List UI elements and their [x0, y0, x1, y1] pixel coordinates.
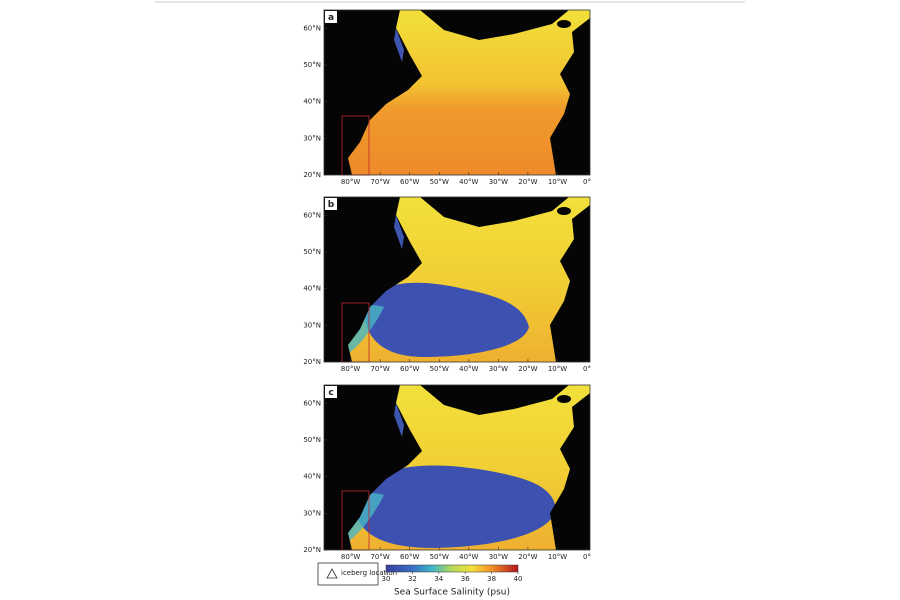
lon-tick-label: 30°W: [489, 553, 508, 561]
lat-tick-label: 40°N: [303, 98, 321, 106]
lon-tick-label: 50°W: [430, 178, 449, 186]
lat-tick-label: 30°N: [303, 509, 321, 517]
colorbar-tick-label: 34: [434, 575, 443, 583]
lon-tick-label: 80°W: [341, 553, 360, 561]
lat-tick-label: 40°N: [303, 473, 321, 481]
fresh-water: [354, 465, 556, 548]
panels: a 20°N 30°N 40°N 50°N 60°N 80°W 70°W 60°W 50°W 40°…: [303, 9, 591, 561]
lon-tick-label: 20°W: [518, 178, 537, 186]
panel-label: c: [328, 388, 333, 398]
lon-tick-label: 60°W: [400, 178, 419, 186]
colorbar-tick-label: 36: [461, 575, 470, 583]
legend-label: iceberg location: [341, 569, 397, 577]
lat-tick-label: 60°N: [303, 24, 321, 32]
panel-label: b: [328, 200, 335, 210]
lat-tick-label: 50°N: [303, 248, 321, 256]
lon-tick-label: 30°W: [489, 365, 508, 373]
lon-tick-label: 30°W: [489, 178, 508, 186]
colorbar: Sea Surface Salinity (psu) 30 32 34 36 38 40: [382, 564, 523, 598]
colorbar-label: Sea Surface Salinity (psu): [394, 588, 510, 598]
lon-tick-label: 60°W: [400, 553, 419, 561]
lon-tick-label: 0°: [583, 553, 591, 561]
lat-tick-label: 20°N: [303, 171, 321, 179]
legend: iceberg location: [317, 562, 397, 586]
lon-tick-label: 50°W: [430, 553, 449, 561]
lon-tick-label: 60°W: [400, 365, 419, 373]
lat-tick-label: 50°N: [303, 436, 321, 444]
lon-tick-label: 80°W: [341, 178, 360, 186]
frame: [323, 9, 591, 176]
fresh-water: [364, 282, 529, 357]
panel-label-box: [325, 386, 337, 398]
colorbar-tick-label: 40: [514, 575, 523, 583]
panel-label: a: [328, 13, 334, 23]
colorbar-ramp: [385, 564, 519, 573]
lon-tick-label: 40°W: [459, 365, 478, 373]
lon-tick-label: 10°W: [548, 553, 567, 561]
lon-tick-label: 50°W: [430, 365, 449, 373]
map-panel: a 20°N 30°N 40°N 50°N 60°N 80°W 70°W 60°W 50°W 40°…: [303, 9, 591, 186]
lat-tick-label: 30°N: [303, 134, 321, 142]
lon-tick-label: 70°W: [370, 553, 389, 561]
lon-tick-label: 70°W: [370, 365, 389, 373]
frame: [323, 196, 591, 363]
lon-tick-label: 10°W: [548, 178, 567, 186]
legend-box: [317, 562, 379, 586]
frame: [323, 384, 591, 551]
lat-tick-label: 40°N: [303, 285, 321, 293]
lon-tick-label: 70°W: [370, 178, 389, 186]
lat-tick-label: 50°N: [303, 61, 321, 69]
lon-tick-label: 20°W: [518, 365, 537, 373]
lat-tick-label: 20°N: [303, 358, 321, 366]
colorbar-tick-label: 32: [408, 575, 417, 583]
map-panel: c 20°N 30°N 40°N 50°N 60°N 80°W 70°W 60°W 50°W 40°…: [303, 384, 591, 561]
lon-tick-label: 20°W: [518, 553, 537, 561]
lon-tick-label: 40°W: [459, 178, 478, 186]
lon-tick-label: 0°: [583, 178, 591, 186]
lon-tick-label: 10°W: [548, 365, 567, 373]
lat-tick-label: 60°N: [303, 211, 321, 219]
panel-label-box: [325, 198, 337, 210]
panel-label-box: [325, 11, 337, 23]
lat-tick-label: 60°N: [303, 399, 321, 407]
lat-tick-label: 30°N: [303, 321, 321, 329]
map-panel: b 20°N 30°N 40°N 50°N 60°N 80°W 70°W 60°W 50°W 40°…: [303, 196, 591, 373]
colorbar-tick-label: 30: [382, 575, 391, 583]
legend-symbol: [326, 568, 338, 579]
colorbar-tick-label: 38: [487, 575, 496, 583]
lat-tick-label: 20°N: [303, 546, 321, 554]
lon-tick-label: 80°W: [341, 365, 360, 373]
lon-tick-label: 0°: [583, 365, 591, 373]
lon-tick-label: 40°W: [459, 553, 478, 561]
